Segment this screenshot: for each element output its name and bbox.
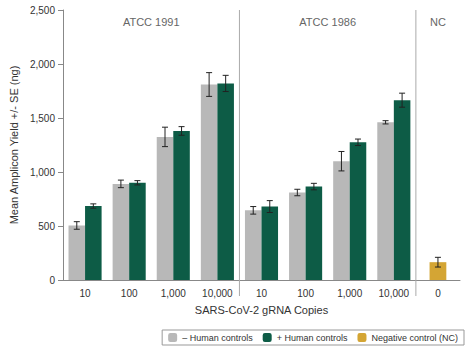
svg-text:0: 0 <box>49 275 55 286</box>
svg-text:Mean Amplicon Yield +/- SE (ng: Mean Amplicon Yield +/- SE (ng) <box>8 66 20 225</box>
svg-text:1,000: 1,000 <box>30 167 55 178</box>
svg-text:500: 500 <box>38 221 55 232</box>
svg-text:10,000: 10,000 <box>379 288 410 299</box>
svg-text:1,500: 1,500 <box>30 113 55 124</box>
svg-text:NC: NC <box>430 16 446 28</box>
svg-text:1,000: 1,000 <box>161 288 186 299</box>
svg-text:0: 0 <box>435 288 441 299</box>
svg-text:10: 10 <box>256 288 268 299</box>
svg-text:SARS-CoV-2 gRNA Copies: SARS-CoV-2 gRNA Copies <box>195 304 329 316</box>
svg-text:100: 100 <box>297 288 314 299</box>
svg-text:2,000: 2,000 <box>30 59 55 70</box>
svg-text:1,000: 1,000 <box>337 288 362 299</box>
svg-text:100: 100 <box>121 288 138 299</box>
svg-text:ATCC 1991: ATCC 1991 <box>123 16 180 28</box>
svg-text:10: 10 <box>79 288 91 299</box>
svg-text:ATCC 1986: ATCC 1986 <box>299 16 356 28</box>
svg-text:2,500: 2,500 <box>30 5 55 16</box>
svg-text:10,000: 10,000 <box>202 288 233 299</box>
svg-text:Negative control (NC): Negative control (NC) <box>371 333 458 343</box>
svg-text:– Human controls: – Human controls <box>182 333 253 343</box>
svg-text:+ Human controls: + Human controls <box>277 333 348 343</box>
